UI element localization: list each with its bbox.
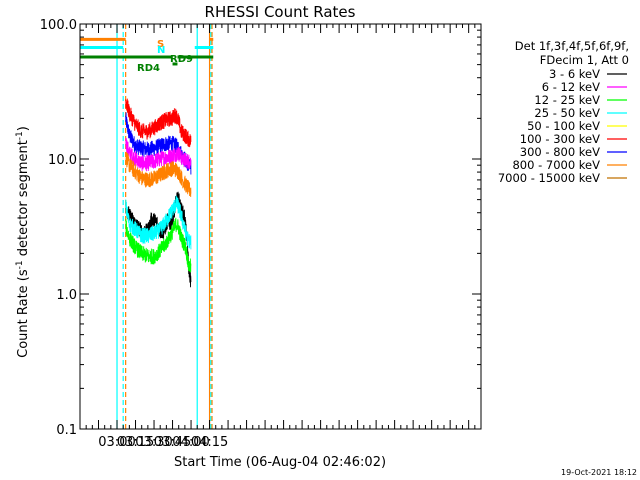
legend-header-line: FDecim 1, Att 0 (540, 53, 629, 67)
legend: Det 1f,3f,4f,5f,6f,9f, FDecim 1, Att 0 3… (498, 39, 629, 185)
x-tick-label: 04:15 (191, 435, 228, 450)
legend-entry-label: 6 - 12 keV (542, 80, 600, 94)
footer-timestamp: 19-Oct-2021 18:12 (561, 468, 637, 477)
legend-entry-label: 800 - 7000 keV (512, 158, 600, 172)
legend-header-line: Det 1f,3f,4f,5f,6f,9f, (515, 39, 629, 53)
segment-label: RD4 (137, 63, 160, 74)
legend-entry-label: 50 - 100 keV (527, 119, 600, 133)
attenuator-segments (80, 37, 214, 66)
series-line (125, 138, 192, 172)
legend-entry-label: 3 - 6 keV (549, 67, 600, 81)
series-line (125, 98, 192, 148)
plot-region (80, 24, 214, 429)
legend-entry-label: 12 - 25 keV (534, 93, 600, 107)
series-line (125, 195, 192, 250)
y-axis: 0.1 1.0 10.0 100.0 (40, 18, 481, 438)
series-line (125, 217, 192, 273)
legend-entry-label: 300 - 800 keV (520, 145, 600, 159)
segment-label: S (157, 39, 164, 50)
x-tick-label: 03:45 (154, 435, 191, 450)
series-line (125, 151, 192, 198)
x-axis-label: Start Time (06-Aug-04 02:46:02) (174, 455, 386, 470)
x-tick-label: 03:15 (117, 435, 154, 450)
legend-entry-label: 25 - 50 keV (534, 106, 600, 120)
legend-entry-label: 7000 - 15000 keV (498, 171, 600, 185)
y-axis-label: Count Rate (s-1 detector segment-1) (15, 126, 31, 358)
y-tick-label: 1.0 (56, 288, 77, 303)
x-tick-label: 04:00 (172, 435, 209, 450)
y-tick-label: 100.0 (40, 18, 77, 33)
plot-frame (79, 23, 482, 430)
legend-entry-label: 100 - 300 keV (520, 132, 600, 146)
series-layer (125, 98, 192, 288)
chart-title: RHESSI Count Rates (205, 3, 356, 21)
segment-label: RD9 (170, 54, 193, 65)
x-tick-label: 03:30 (135, 435, 172, 450)
y-tick-label: 10.0 (48, 153, 77, 168)
segment-label: N (157, 45, 165, 56)
y-tick-label: 0.1 (56, 423, 77, 438)
x-tick-label: 03:00 (98, 435, 135, 450)
